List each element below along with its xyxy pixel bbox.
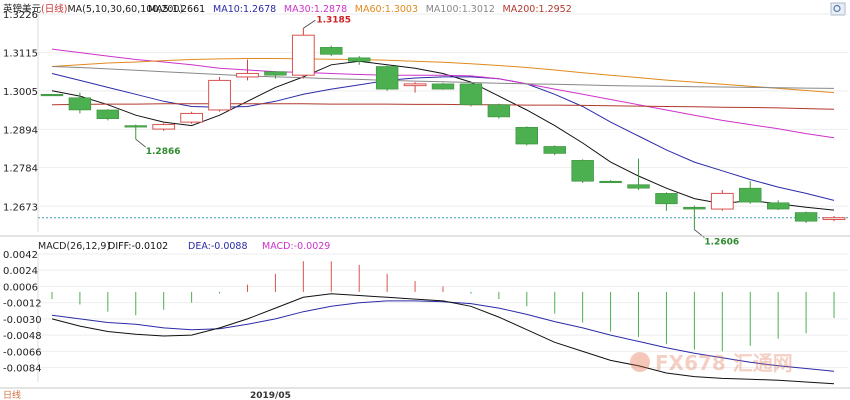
- ma-line-ma30: [51, 48, 835, 139]
- macd-tick-label: 0.0006: [3, 282, 38, 293]
- candle: [236, 59, 259, 81]
- ma-legend-item: MA100:1.3012: [426, 4, 495, 15]
- macd-tick-label: 0.0042: [3, 250, 38, 261]
- svg-text:1.2606: 1.2606: [704, 238, 739, 248]
- chart-period: (日线): [41, 3, 67, 15]
- candle: [320, 45, 343, 57]
- moving-average-lines: [51, 48, 835, 211]
- macd-legend-item: MACD:-0.0029: [262, 241, 330, 252]
- x-axis-date-label: 2019/05: [250, 391, 291, 400]
- period-button[interactable]: 日线: [3, 389, 21, 400]
- candle: [124, 124, 147, 140]
- ma-line-ma200: [51, 103, 835, 110]
- candle: [375, 64, 399, 91]
- candle: [515, 126, 538, 146]
- candle: [571, 159, 594, 183]
- macd-axis-labels: 0.0042 0.0024 0.0006 -0.0012 -0.0030 -0.0048 -…: [3, 250, 42, 375]
- candle: [152, 123, 176, 131]
- macd-legend-item: DEA:-0.0088: [188, 241, 248, 252]
- zoom-icon[interactable]: [830, 2, 846, 16]
- chart-header: 英镑美元(日线)MA(5,10,30,60,100,200): [3, 3, 183, 15]
- macd-tick-label: -0.0030: [3, 315, 42, 326]
- macd-spec: MACD(26,12,9): [38, 241, 110, 252]
- candle: [264, 71, 287, 79]
- y-tick-label: 1.2784: [3, 164, 38, 175]
- ma-legend-item: MA200:1.2952: [503, 4, 572, 15]
- candle: [487, 103, 511, 119]
- ma-legend-item: MA60:1.3003: [355, 4, 418, 15]
- macd-histogram: [51, 261, 835, 352]
- diff-line: [51, 293, 835, 385]
- price-annotation: 1.2866: [135, 138, 181, 157]
- ma-legend-item: MA5:1.2661: [148, 4, 205, 15]
- candle: [40, 94, 64, 97]
- y-tick-label: 1.2894: [3, 125, 38, 136]
- ma-legend-item: MA10:1.2678: [213, 4, 276, 15]
- svg-text:1.3185: 1.3185: [316, 15, 351, 25]
- candle: [403, 82, 427, 93]
- macd-tick-label: -0.0066: [3, 347, 42, 358]
- candle: [599, 180, 622, 184]
- candle: [208, 76, 231, 112]
- ma-line-ma100: [51, 66, 835, 89]
- ma-line-ma10: [51, 73, 835, 201]
- candle: [710, 189, 734, 211]
- dea-line: [51, 300, 835, 372]
- magnifier-icon: [833, 4, 841, 13]
- macd-grid: [37, 253, 848, 382]
- y-tick-label: 1.3115: [3, 49, 38, 60]
- candle: [96, 109, 120, 121]
- candle: [739, 181, 762, 204]
- candle: [683, 205, 706, 230]
- candle: [655, 192, 678, 211]
- price-axis-labels: 1.3226 1.3115 1.3005 1.2894 1.2784 1.2673: [3, 10, 38, 213]
- ma-line-ma5: [51, 60, 835, 211]
- candle: [794, 211, 818, 223]
- candle: [459, 82, 483, 107]
- candle: [348, 56, 371, 65]
- candle: [291, 28, 315, 79]
- macd-tick-label: -0.0048: [3, 331, 42, 342]
- y-tick-label: 1.3226: [3, 10, 38, 21]
- price-annotation: 1.2606: [694, 229, 739, 248]
- candle: [766, 200, 790, 211]
- candle: [180, 111, 204, 124]
- macd-tick-label: -0.0084: [3, 364, 42, 375]
- candle: [543, 145, 566, 156]
- svg-text:1.2866: 1.2866: [146, 147, 181, 157]
- ma-line-ma60: [51, 58, 835, 94]
- macd-legend-item: DIFF:-0.0102: [108, 241, 168, 252]
- chart-title: 英镑美元: [3, 3, 42, 15]
- watermark-logo-icon: [630, 352, 650, 372]
- candle: [431, 82, 455, 90]
- candle: [68, 92, 92, 114]
- macd-tick-label: 0.0024: [3, 266, 38, 277]
- y-tick-label: 1.2673: [3, 202, 38, 213]
- candlesticks: [40, 28, 846, 230]
- macd-tick-label: -0.0012: [3, 299, 42, 310]
- ma-legend-item: MA30:1.2878: [284, 4, 347, 15]
- watermark-text: FX678 汇通网: [655, 351, 793, 375]
- candle: [822, 216, 846, 222]
- ma-spec: MA(5,10,30,60,100,200): [67, 4, 183, 15]
- y-tick-label: 1.3005: [3, 87, 38, 98]
- price-annotation: 1.3185: [303, 15, 351, 29]
- macd-spec-text: MACD(26,12,9): [38, 241, 110, 252]
- candle: [627, 158, 650, 190]
- macd-lines: [51, 293, 835, 385]
- price-annotations: 1.3185 1.2866 1.2606: [135, 15, 739, 248]
- ma-legend: MA5:1.2661 MA10:1.2678 MA30:1.2878 MA60:1.3…: [148, 4, 572, 15]
- macd-legend: DIFF:-0.0102 DEA:-0.0088 MACD:-0.0029: [108, 241, 330, 252]
- watermark: FX678 汇通网: [630, 351, 793, 375]
